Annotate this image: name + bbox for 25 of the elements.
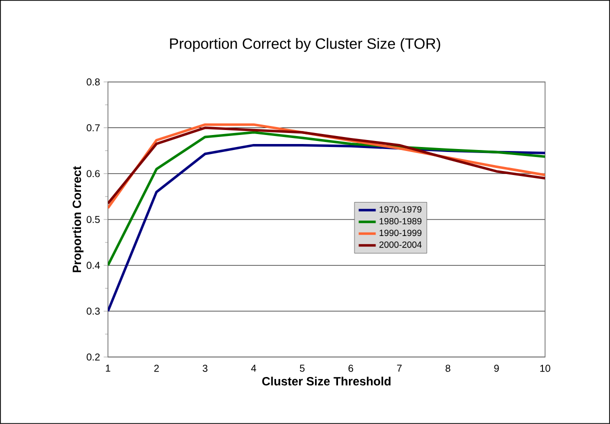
x-tick-label: 5: [300, 364, 305, 372]
y-axis-title: Proportion Correct: [72, 166, 84, 272]
y-tick-label: 0.2: [86, 354, 100, 361]
y-tick-label: 0.4: [86, 262, 100, 269]
y-tick-label: 0.8: [86, 78, 100, 86]
legend-label: 1990-1999: [380, 230, 422, 236]
x-tick-label: 8: [446, 364, 450, 372]
y-tick-label: 0.5: [86, 216, 100, 224]
chart-title: Proportion Correct by Cluster Size (TOR): [170, 38, 440, 52]
x-tick-label: 2: [154, 364, 159, 372]
x-tick-label: 9: [494, 364, 499, 372]
y-tick-label: 0.3: [86, 308, 100, 315]
x-axis-title: Cluster Size Threshold: [262, 376, 391, 386]
x-tick-label: 4: [251, 364, 256, 372]
x-tick-label: 10: [540, 364, 550, 372]
legend-label: 1970-1979: [380, 206, 422, 213]
x-tick-label: 1: [106, 364, 110, 372]
x-tick-label: 6: [348, 364, 354, 372]
y-tick-label: 0.6: [86, 170, 100, 178]
y-tick-label: 0.7: [86, 124, 100, 132]
line-series: [108, 131, 546, 267]
x-tick-label: 3: [202, 364, 208, 372]
legend-label: 1980-1989: [380, 218, 422, 224]
x-tick-label: 7: [397, 364, 402, 372]
legend-label: 2000-2004: [379, 241, 422, 248]
